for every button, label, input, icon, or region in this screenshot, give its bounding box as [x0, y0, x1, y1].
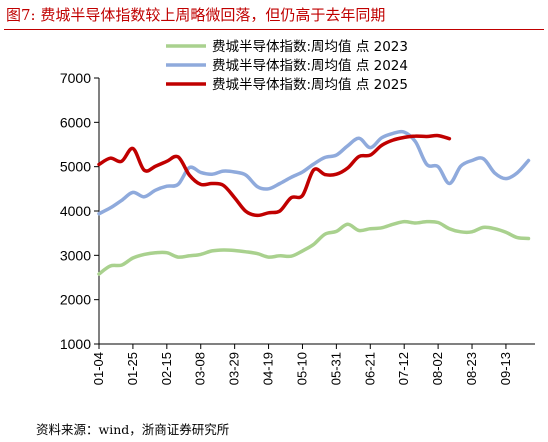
- y-tick-label: 2000: [60, 292, 91, 308]
- y-tick-label: 1000: [60, 336, 91, 352]
- series-line-1: [97, 219, 531, 276]
- x-tick-label: 05-31: [328, 352, 343, 385]
- source-note: 资料来源：wind，浙商证券研究所: [36, 422, 230, 437]
- legend-label: 费城半导体指数:周均值 点 2024: [212, 58, 408, 74]
- series-line-2: [97, 129, 531, 216]
- x-tick-label: 08-02: [430, 352, 445, 385]
- x-tick-label: 03-08: [193, 352, 208, 385]
- chart-axes: [98, 78, 535, 345]
- legend-label: 费城半导体指数:周均值 点 2023: [212, 39, 408, 55]
- y-tick-label: 5000: [60, 159, 91, 175]
- x-tick-label: 06-21: [362, 352, 377, 385]
- title-divider: [4, 29, 544, 30]
- y-tick-label: 7000: [60, 70, 91, 86]
- x-tick-label: 08-23: [464, 352, 479, 385]
- series-line-3: [97, 133, 452, 218]
- x-tick-label: 01-04: [91, 352, 106, 385]
- chart-title: 图7: 费城半导体指数较上周略微回落，但仍高于去年同期: [6, 6, 386, 24]
- x-tick-label: 09-13: [498, 352, 513, 385]
- y-tick-label: 4000: [60, 203, 91, 219]
- x-tick-label: 07-12: [396, 352, 411, 385]
- y-axis-ticks: 1000 2000 3000 4000 5000 6000 7000: [60, 70, 99, 352]
- x-tick-label: 05-10: [294, 352, 309, 385]
- x-tick-label: 01-25: [125, 352, 140, 385]
- x-tick-label: 03-29: [227, 352, 242, 385]
- x-tick-label: 04-19: [261, 352, 276, 385]
- series-lines: [97, 129, 531, 276]
- y-tick-label: 3000: [60, 247, 91, 263]
- x-axis-ticks: 01-04 01-25 02-15 03-08 03-29 04-19 05-10 05-31…: [91, 344, 513, 385]
- legend: 费城半导体指数:周均值 点 2023 费城半导体指数:周均值 点 2024 费城半导…: [166, 39, 408, 93]
- legend-label: 费城半导体指数:周均值 点 2025: [212, 77, 408, 93]
- y-tick-label: 6000: [60, 114, 91, 130]
- x-tick-label: 02-15: [159, 352, 174, 385]
